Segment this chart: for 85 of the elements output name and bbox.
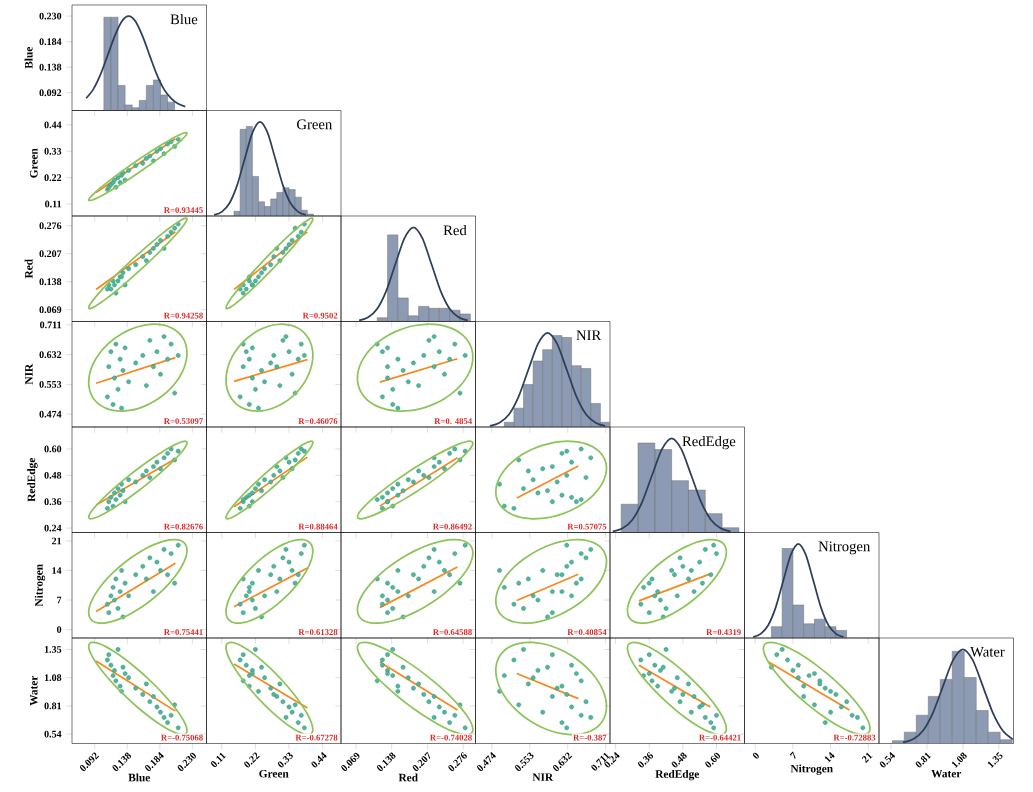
x-tick-label: 0.48 [671,752,687,768]
y-tick-label: 0.474 [39,410,62,418]
annotation: R=0.46076 [298,418,338,425]
y-axis-title: Water [30,675,38,706]
y-tick-label: 0.60 [44,445,62,453]
annotation: R=0.40854 [567,629,607,636]
y-tick-label: 0.276 [39,222,62,230]
y-tick-label: 1.08 [44,674,62,682]
annotation: R=0.75441 [163,629,203,636]
x-tick-label: 0.11 [211,752,227,768]
y-tick-label: 7 [57,596,62,604]
y-tick-label: 0.48 [44,471,62,479]
x-tick-label: 0.44 [311,752,327,768]
x-tick-label: 0.54 [879,752,896,768]
y-tick-label: 0.81 [44,702,62,710]
chart-title: Water [970,646,1005,657]
x-tick-label: 1.08 [951,752,967,768]
annotation: R=0.61328 [298,629,338,636]
annotation: R=-0.75068 [161,734,203,741]
y-tick-label: 0.36 [44,498,62,506]
annotation: R=-0.64421 [699,734,741,741]
x-tick-label: 0.60 [705,752,721,768]
x-axis-title: Green [259,769,289,778]
annotation: R=0. 4854 [434,418,472,425]
y-tick-label: 0.207 [39,250,62,258]
y-tick-label: 0.553 [39,381,62,388]
y-tick-label: 0.44 [44,121,62,129]
x-tick-label: 0.33 [277,752,293,768]
x-axis-title: Blue [128,773,150,782]
chart-title: Nitrogen [818,541,871,555]
annotation: R=0.4319 [706,629,741,636]
y-tick-label: 21 [52,537,62,545]
annotation: R=0.93445 [163,207,203,214]
x-axis-title: Nitrogen [790,764,833,775]
annotation: R=0.82676 [163,523,203,530]
y-tick-label: 0.54 [44,730,62,738]
chart-title: RedEdge [682,435,736,450]
annotation: R=0.57075 [567,523,607,530]
y-tick-label: 0.069 [39,306,62,314]
y-tick-label: 0.33 [44,147,62,155]
chart-title: Blue [170,13,198,25]
annotation: R=-0.387 [573,734,607,741]
y-tick-label: 0.11 [45,200,62,208]
annotation: R=-0.72883 [833,734,876,741]
y-axis-title: Nitrogen [34,564,46,607]
x-tick-label: 0 [752,752,759,759]
y-tick-label: 0.24 [44,524,62,532]
y-tick-label: 0.092 [39,89,62,97]
chart-title: NIR [576,330,602,341]
chart-title: Red [443,224,467,236]
annotation: R=0.64588 [432,629,472,636]
x-axis-title: Red [398,773,418,782]
y-tick-label: 0.138 [39,63,62,71]
y-axis-title: Red [24,259,33,279]
y-axis-title: NIR [25,363,33,385]
annotation: R=0.9502 [302,312,338,319]
annotation: R=0.88464 [298,523,338,530]
x-tick-label: 14 [824,752,835,763]
y-tick-label: 0.138 [39,278,62,286]
x-tick-label: 1.35 [987,752,1003,768]
x-axis-title: Water [931,769,962,778]
y-tick-label: 0 [56,626,62,633]
x-tick-label: 0.22 [244,752,260,768]
x-axis-title: NIR [532,773,554,781]
y-tick-label: 0.184 [39,38,62,46]
y-axis-title: Blue [24,47,33,69]
annotation: R=-0.67278 [295,734,338,741]
y-tick-label: 0.230 [39,12,62,20]
annotation: R=0.53097 [163,418,203,425]
x-axis-title: RedEdge [655,769,699,781]
annotation: R=-0.74028 [430,734,472,741]
x-tick-label: 0.36 [638,752,654,768]
x-tick-label: 7 [789,751,796,759]
y-tick-label: 14 [52,567,62,574]
y-tick-label: 0.22 [44,174,62,182]
y-tick-label: 0.711 [40,321,62,329]
y-axis-title: RedEdge [27,457,38,502]
y-tick-label: 1.35 [44,646,62,653]
x-tick-label: 21 [861,752,873,763]
y-axis-title: Green [30,148,38,178]
x-tick-label: 0.81 [915,752,932,768]
annotation: R=0.86492 [432,523,472,530]
annotation: R=0.94258 [163,312,203,319]
y-tick-label: 0.632 [39,351,62,359]
chart-title: Green [297,119,333,130]
